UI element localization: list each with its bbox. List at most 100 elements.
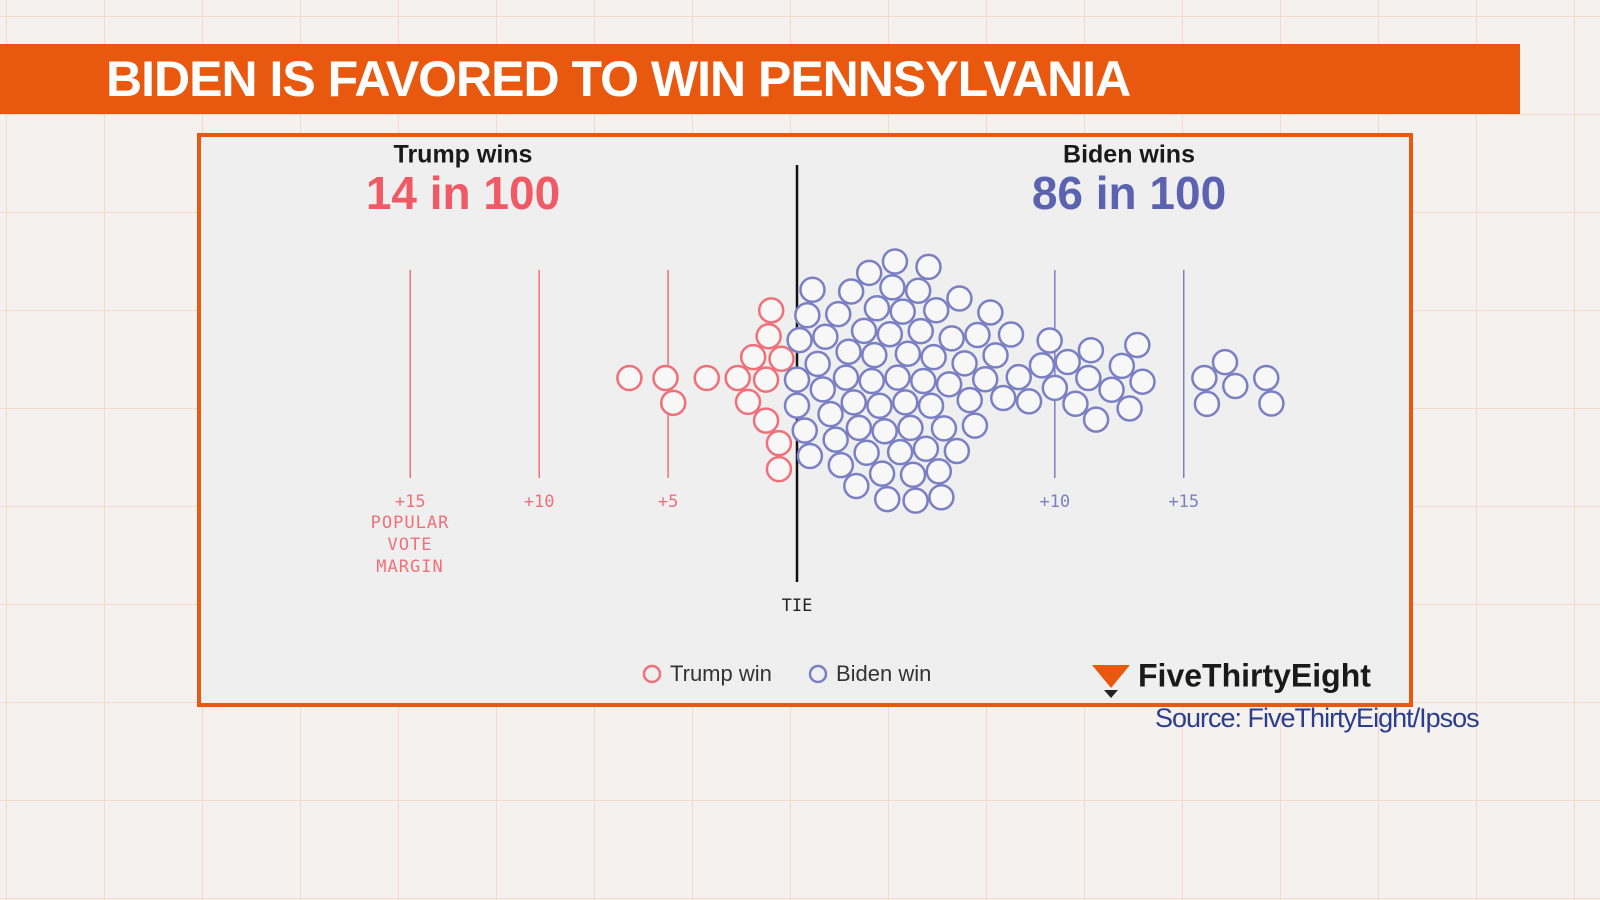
x-tick-label: +15 [395, 492, 426, 512]
outcome-dot [659, 389, 687, 417]
outcome-dot [796, 442, 824, 470]
outcome-dot [935, 371, 963, 398]
outcome-dot [902, 487, 929, 514]
outcome-dot [822, 426, 849, 453]
title-banner [0, 44, 1520, 114]
outcome-dot [971, 366, 999, 393]
x-tick-label: +15 [1168, 492, 1199, 512]
outcome-dot [734, 388, 762, 416]
outcome-dot [897, 414, 924, 442]
outcome-dot [1124, 331, 1151, 359]
outcome-dot [1028, 352, 1056, 379]
outcome-dot [886, 438, 914, 466]
outcome-dot [884, 364, 911, 391]
outcome-dot [845, 414, 873, 442]
outcome-dot [863, 295, 891, 322]
outcome-dot [791, 417, 818, 444]
outcome-dot [850, 317, 878, 345]
x-tick-label: +10 [524, 492, 555, 512]
outcome-dot [1036, 327, 1063, 354]
outcome-dot [977, 299, 1004, 326]
outcome-dot [1062, 390, 1089, 417]
outcome-dot [1211, 348, 1239, 376]
outcome-dot [879, 274, 906, 301]
outcome-dot [827, 451, 855, 479]
brand-logo [1092, 665, 1130, 688]
outcome-dot [956, 386, 983, 414]
outcome-dot [861, 341, 888, 369]
outcome-dot [794, 301, 821, 329]
outcome-dot [866, 392, 893, 420]
outcome-dot [873, 485, 901, 513]
chart-title: BIDEN IS FAVORED TO WIN PENNSYLVANIA [106, 51, 1131, 107]
outcome-dot [783, 366, 811, 393]
outcome-dot [1041, 374, 1069, 402]
outcome-dot [1015, 388, 1043, 415]
outcome-dot [1075, 364, 1102, 392]
outcome-dot [843, 472, 870, 500]
outcome-dot [783, 392, 811, 419]
outcome-dot [768, 345, 795, 373]
outcome-dot [809, 376, 837, 403]
outcome-dot [1108, 352, 1136, 380]
outcome-dot [1222, 372, 1249, 400]
outcome-dot [943, 437, 971, 465]
chart-panel [197, 133, 1413, 707]
outcome-dot [765, 455, 793, 483]
outcome-dot [951, 350, 978, 377]
outcome-dot [812, 323, 839, 350]
outcome-dot [1116, 395, 1143, 422]
outcome-dot [804, 350, 831, 378]
outcome-dot [961, 412, 989, 439]
outcome-dot [755, 322, 782, 350]
x-tick-label: +5 [658, 492, 678, 512]
outcome-dot [1252, 364, 1280, 392]
outcome-dot [652, 364, 679, 392]
outcome-dot [853, 439, 880, 466]
outcome-dot [910, 367, 937, 395]
outcome-dot [907, 317, 935, 345]
outcome-dot [1258, 390, 1285, 417]
outcome-dot [855, 259, 883, 287]
outcome-dot [892, 389, 919, 416]
outcome-dot [825, 300, 852, 328]
x-tick-label: TIE [782, 596, 813, 616]
outcome-dot [930, 415, 958, 442]
outcome-dot [912, 435, 940, 463]
outcome-dot [837, 278, 865, 305]
outcome-dot [1077, 337, 1105, 364]
outcome-dot [832, 364, 860, 391]
outcome-dot [868, 460, 896, 487]
outcome-dot [693, 364, 721, 392]
outcome-dot [858, 367, 886, 395]
outcome-dot [1054, 348, 1081, 376]
outcome-dot [1193, 390, 1221, 418]
x-tick-label: +10 [1039, 492, 1070, 512]
outcome-dot [889, 298, 916, 325]
outcome-dot [1191, 364, 1218, 392]
outcome-dot [739, 343, 767, 371]
outcome-dot [1005, 363, 1032, 391]
outcome-dot [894, 340, 922, 367]
outcome-dot [1082, 406, 1110, 433]
outcome-dot [899, 461, 927, 488]
outcome-dot [917, 392, 945, 420]
brand-logo-tip [1104, 690, 1118, 698]
outcome-dot [616, 364, 643, 392]
outcome-headline: Trump wins [394, 141, 533, 169]
x-axis-label: POPULAR VOTE MARGIN [370, 513, 450, 577]
outcome-dot [915, 253, 942, 281]
outcome-dot [964, 321, 991, 349]
outcome-dot [765, 429, 793, 457]
outcome-dot [752, 407, 780, 434]
outcome-dot [990, 384, 1017, 412]
legend-label: Biden win [836, 661, 931, 686]
outcome-odds: 86 in 100 [1032, 167, 1226, 219]
outcome-dot [871, 418, 898, 445]
outcome-dot [724, 364, 751, 392]
outcome-dot [752, 366, 780, 393]
outcome-dot [817, 400, 844, 428]
outcome-dot [928, 484, 955, 511]
